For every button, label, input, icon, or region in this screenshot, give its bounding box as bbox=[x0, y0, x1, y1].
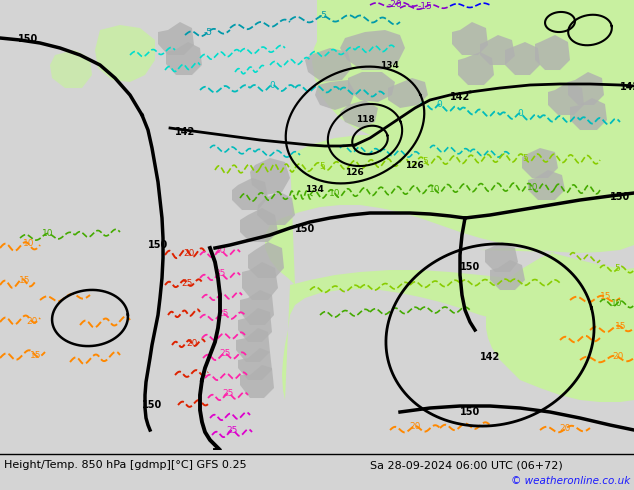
Polygon shape bbox=[50, 50, 92, 88]
Text: 5: 5 bbox=[522, 154, 528, 163]
Polygon shape bbox=[548, 82, 584, 115]
Text: 150: 150 bbox=[18, 34, 38, 44]
Text: 142: 142 bbox=[175, 127, 195, 137]
Text: 15: 15 bbox=[615, 322, 627, 331]
Polygon shape bbox=[238, 348, 272, 380]
Text: 134: 134 bbox=[305, 185, 324, 194]
Polygon shape bbox=[242, 262, 278, 300]
Text: 20: 20 bbox=[410, 421, 421, 431]
Polygon shape bbox=[570, 98, 607, 130]
Polygon shape bbox=[522, 148, 558, 178]
Polygon shape bbox=[305, 48, 352, 82]
Text: 10: 10 bbox=[429, 185, 441, 194]
Text: 126: 126 bbox=[345, 168, 364, 177]
Polygon shape bbox=[458, 52, 494, 85]
Polygon shape bbox=[480, 35, 515, 65]
Text: Height/Temp. 850 hPa [gdmp][°C] GFS 0.25: Height/Temp. 850 hPa [gdmp][°C] GFS 0.25 bbox=[4, 460, 247, 470]
Polygon shape bbox=[166, 42, 202, 75]
Polygon shape bbox=[238, 308, 272, 342]
Polygon shape bbox=[340, 100, 378, 128]
Text: 150: 150 bbox=[148, 240, 168, 250]
Text: 15: 15 bbox=[19, 276, 30, 285]
Text: 142: 142 bbox=[480, 352, 500, 362]
Text: 150: 150 bbox=[610, 192, 630, 202]
Polygon shape bbox=[580, 30, 634, 60]
Text: 15: 15 bbox=[30, 351, 42, 360]
Polygon shape bbox=[250, 158, 290, 195]
Polygon shape bbox=[248, 242, 284, 278]
Text: 5: 5 bbox=[422, 157, 428, 166]
Text: 5: 5 bbox=[614, 265, 620, 273]
Text: -20: -20 bbox=[388, 0, 403, 9]
Text: -15: -15 bbox=[418, 2, 432, 11]
Text: © weatheronline.co.uk: © weatheronline.co.uk bbox=[511, 476, 630, 486]
Polygon shape bbox=[240, 290, 274, 325]
Polygon shape bbox=[312, 28, 430, 110]
Polygon shape bbox=[282, 268, 634, 400]
Polygon shape bbox=[232, 178, 268, 210]
Text: Sa 28-09-2024 06:00 UTC (06+72): Sa 28-09-2024 06:00 UTC (06+72) bbox=[370, 460, 563, 470]
Text: 118: 118 bbox=[356, 115, 374, 124]
Text: 150: 150 bbox=[295, 224, 315, 234]
Text: 10: 10 bbox=[330, 189, 341, 198]
Text: 150: 150 bbox=[142, 400, 162, 410]
Text: 10: 10 bbox=[42, 229, 53, 238]
Text: 25: 25 bbox=[181, 279, 193, 288]
Polygon shape bbox=[158, 22, 194, 55]
Polygon shape bbox=[265, 135, 634, 285]
Polygon shape bbox=[388, 78, 428, 108]
Text: 0: 0 bbox=[517, 109, 523, 118]
Text: 20: 20 bbox=[215, 246, 226, 255]
Text: 10: 10 bbox=[23, 239, 34, 248]
Text: 142: 142 bbox=[450, 92, 470, 102]
Text: 20: 20 bbox=[183, 249, 195, 258]
Text: -5: -5 bbox=[318, 11, 327, 21]
Polygon shape bbox=[95, 25, 155, 82]
Text: 134: 134 bbox=[380, 61, 399, 70]
Polygon shape bbox=[528, 170, 565, 200]
Text: 20: 20 bbox=[26, 317, 37, 326]
Text: 25: 25 bbox=[217, 309, 228, 318]
Polygon shape bbox=[240, 365, 274, 398]
Polygon shape bbox=[485, 242, 518, 272]
Text: 0: 0 bbox=[437, 100, 443, 109]
Polygon shape bbox=[257, 192, 295, 225]
Text: 25: 25 bbox=[223, 389, 234, 398]
Polygon shape bbox=[315, 80, 355, 110]
Polygon shape bbox=[452, 22, 488, 55]
Text: 20: 20 bbox=[186, 339, 198, 348]
Text: 25: 25 bbox=[219, 349, 231, 358]
Text: 126: 126 bbox=[405, 161, 424, 170]
Text: -5: -5 bbox=[203, 28, 212, 37]
Text: 20: 20 bbox=[612, 352, 624, 362]
Text: 20: 20 bbox=[559, 424, 571, 434]
Polygon shape bbox=[395, 40, 634, 213]
Text: 10: 10 bbox=[527, 183, 538, 192]
Polygon shape bbox=[490, 260, 525, 290]
Text: 0: 0 bbox=[269, 80, 276, 90]
Text: 5: 5 bbox=[320, 162, 325, 171]
Text: 25: 25 bbox=[215, 269, 226, 278]
Text: 150: 150 bbox=[460, 407, 480, 417]
Polygon shape bbox=[236, 328, 270, 362]
Polygon shape bbox=[348, 72, 395, 102]
Text: 150: 150 bbox=[460, 262, 480, 272]
Polygon shape bbox=[340, 30, 405, 70]
Text: 142: 142 bbox=[620, 82, 634, 92]
Polygon shape bbox=[568, 72, 604, 105]
Polygon shape bbox=[505, 42, 540, 75]
Text: 25: 25 bbox=[226, 426, 238, 435]
Polygon shape bbox=[240, 208, 278, 242]
Polygon shape bbox=[317, 0, 634, 138]
Text: 10: 10 bbox=[611, 299, 623, 308]
Text: 15: 15 bbox=[600, 293, 611, 301]
Polygon shape bbox=[535, 35, 570, 70]
Polygon shape bbox=[480, 248, 634, 402]
